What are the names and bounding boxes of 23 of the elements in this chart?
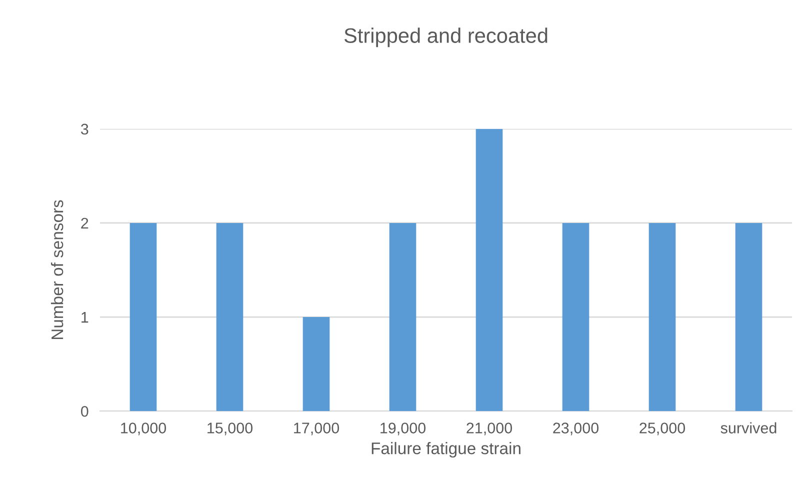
bar	[302, 317, 330, 412]
x-tick-label: 23,000	[553, 422, 599, 436]
x-tick-label: 25,000	[640, 422, 686, 436]
chart-title: Stripped and recoated	[344, 28, 548, 48]
bar	[216, 222, 244, 412]
y-tick-label: 2	[81, 218, 88, 228]
y-tick-label: 0	[80, 406, 88, 417]
y-tick-label: 1	[82, 312, 88, 323]
x-tick-label: 19,000	[380, 422, 426, 436]
x-tick-label: 21,000	[466, 422, 512, 436]
x-axis-title: Failure fatigue strain	[372, 442, 520, 458]
bar	[389, 222, 416, 412]
bar	[130, 222, 157, 412]
bar	[735, 222, 762, 412]
x-tick-label: survived	[720, 422, 776, 434]
bar	[562, 222, 590, 412]
bar	[648, 222, 676, 412]
x-tick-label: 17,000	[294, 422, 340, 436]
x-tick-label: 15,000	[208, 422, 253, 436]
y-axis-title: Number of sensors	[50, 200, 64, 340]
x-tick-label: 10,000	[121, 422, 166, 436]
y-tick-label: 3	[80, 124, 88, 135]
bar	[476, 128, 503, 412]
